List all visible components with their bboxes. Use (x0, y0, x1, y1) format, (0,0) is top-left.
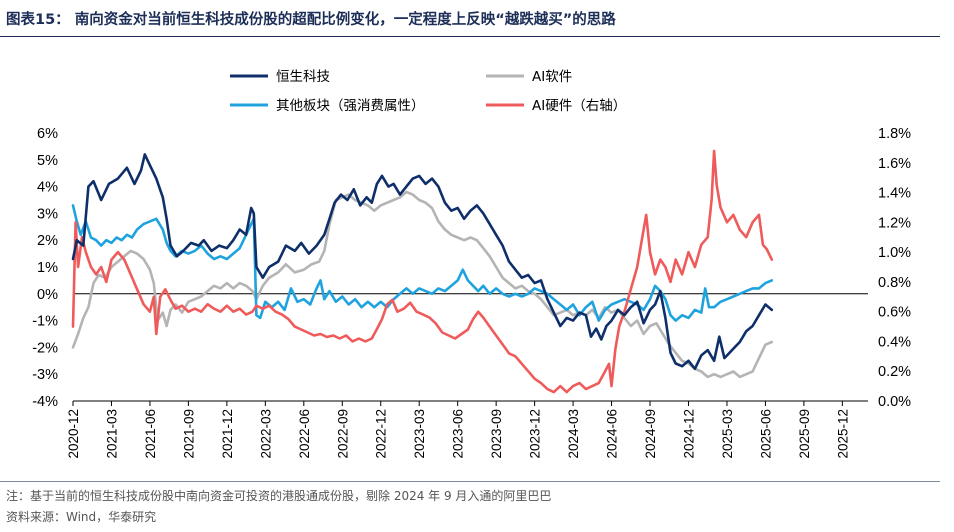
y-left-tick-label: 1% (37, 260, 58, 276)
legend-label-hstech: 恒生科技 (276, 69, 330, 85)
x-tick-label: 2022-12 (374, 409, 389, 459)
y-right-tick-label: 0.2% (878, 364, 911, 380)
source-note: 资料来源：Wind，华泰研究 (6, 510, 157, 524)
series-other-line (71, 204, 774, 322)
y-left-tick-label: 3% (37, 206, 58, 222)
x-tick-label: 2021-03 (104, 409, 119, 459)
title-rule (0, 36, 940, 37)
y-right-tick-label: 1.6% (878, 156, 911, 172)
series-hstech-line (71, 153, 774, 371)
x-tick-label: 2023-06 (451, 409, 466, 459)
y-right-tick-label: 0.6% (878, 305, 911, 321)
x-tick-label: 2023-12 (528, 409, 543, 459)
series-ai-hardware-line (71, 149, 774, 394)
x-tick-label: 2024-09 (643, 409, 658, 459)
x-tick-label: 2022-06 (297, 409, 312, 459)
x-tick-label: 2020-12 (66, 409, 81, 459)
y-left-tick-label: 6% (37, 126, 58, 142)
x-tick-label: 2025-09 (797, 409, 812, 459)
y-left-tick-label: 5% (37, 153, 58, 169)
y-right-tick-label: 0.8% (878, 275, 911, 291)
y-left-tick-label: 2% (37, 233, 58, 249)
y-right-tick-label: 0.0% (878, 394, 911, 410)
x-tick-label: 2025-03 (720, 409, 735, 459)
x-tick-label: 2025-06 (758, 409, 773, 459)
footer-rule (0, 481, 940, 482)
x-tick-label: 2025-12 (835, 409, 850, 459)
legend-label-other: 其他板块（强消费属性） (276, 98, 425, 114)
y-left-tick-label: -4% (32, 394, 58, 410)
y-right-tick-label: 1.8% (878, 126, 911, 142)
y-left-tick-label: 4% (37, 180, 58, 196)
series-ai-software-line (71, 190, 774, 379)
plot-lines (71, 149, 774, 394)
x-tick-label: 2021-09 (181, 409, 196, 459)
x-tick-label: 2024-12 (681, 409, 696, 459)
legend: 恒生科技 AI软件 其他板块（强消费属性） AI硬件（右轴） (230, 69, 626, 114)
x-tick-label: 2024-06 (605, 409, 620, 459)
legend-label-ai-software: AI软件 (532, 69, 572, 85)
y-right-tick-label: 0.4% (878, 334, 911, 350)
x-tick-label: 2021-12 (220, 409, 235, 459)
y-right-tick-label: 1.0% (878, 245, 911, 261)
axes: -4% -3% -2% -1% 0% 1% 2% 3% 4% 5% 6% 0.0% 0.2% 0.4% 0.… (32, 126, 911, 459)
x-tick-label: 2022-09 (335, 409, 350, 459)
y-left-tick-label: -2% (32, 340, 58, 356)
y-left-tick-label: -3% (32, 367, 58, 383)
y-right-tick-label: 1.2% (878, 215, 911, 231)
footnote: 注：基于当前的恒生科技成份股中南向资金可投资的港股通成份股，剔除 2024 年 … (6, 489, 552, 503)
x-tick-label: 2022-03 (258, 409, 273, 459)
x-tick-label: 2021-06 (143, 409, 158, 459)
y-left-tick-label: -1% (32, 314, 58, 330)
y-right-tick-label: 1.4% (878, 186, 911, 202)
x-tick-label: 2023-09 (489, 409, 504, 459)
figure-title: 图表15： 南向资金对当前恒生科技成份股的超配比例变化，一定程度上反映“越跌越买… (6, 12, 616, 28)
x-tick-label: 2023-03 (412, 409, 427, 459)
line-chart: 恒生科技 AI软件 其他板块（强消费属性） AI硬件（右轴） -4% -3% -2%… (32, 69, 911, 459)
legend-label-ai-hardware: AI硬件（右轴） (532, 98, 626, 114)
y-left-tick-label: 0% (37, 287, 58, 303)
x-tick-label: 2024-03 (566, 409, 581, 459)
